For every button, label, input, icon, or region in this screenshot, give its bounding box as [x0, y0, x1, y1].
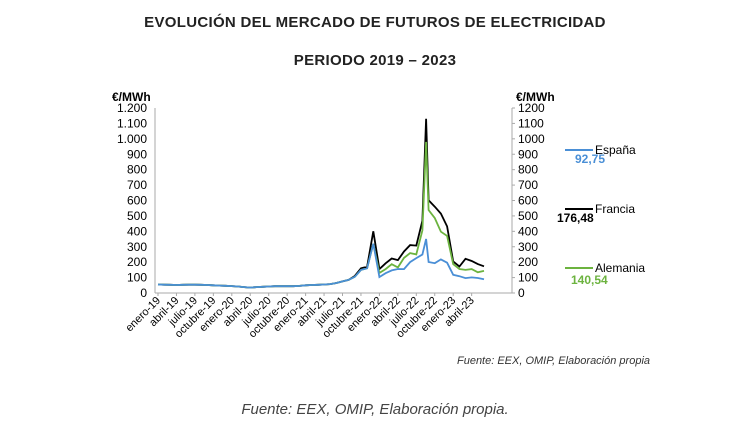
y-tick-label-left: 500	[127, 209, 147, 223]
y-tick-label-right: 1100	[518, 116, 544, 130]
chart-subtitle: PERIODO 2019 – 2023	[293, 52, 457, 69]
series-line-alemania	[157, 141, 485, 289]
legend-last-value-españa: 92,75	[575, 152, 605, 166]
legend-label-españa: España	[595, 143, 636, 157]
y-tick-label-right: 500	[518, 209, 538, 223]
figure-caption: Fuente: EEX, OMIP, Elaboración propia.	[241, 401, 509, 418]
y-tick-label-left: 800	[127, 163, 147, 177]
y-tick-label-left: 700	[127, 178, 147, 192]
legend-label-alemania: Alemania	[595, 261, 645, 275]
series-line-españa	[157, 238, 485, 289]
y-tick-label-right: 0	[518, 286, 525, 300]
y-tick-label-right: 200	[518, 255, 538, 269]
y-tick-label-right: 800	[518, 163, 538, 177]
legend-last-value-alemania: 140,54	[571, 273, 608, 287]
y-tick-label-left: 200	[127, 255, 147, 269]
y-tick-label-right: 700	[518, 178, 538, 192]
chart-title: EVOLUCIÓN DEL MERCADO DE FUTUROS DE ELEC…	[144, 14, 606, 31]
y-tick-label-left: 1.200	[117, 101, 147, 115]
y-axis-label-left: €/MWh	[112, 90, 151, 104]
y-tick-label-right: 600	[518, 194, 538, 208]
y-tick-label-left: 400	[127, 224, 147, 238]
y-tick-label-right: 900	[518, 147, 538, 161]
y-tick-label-right: 1000	[518, 132, 545, 146]
y-tick-label-left: 0	[140, 286, 147, 300]
y-tick-label-left: 100	[127, 271, 147, 285]
y-tick-label-right: 1200	[518, 101, 545, 115]
y-tick-label-right: 400	[518, 224, 538, 238]
y-tick-label-left: 1.000	[117, 132, 147, 146]
line-chart: €/MWh €/MWh Fuente: EEX, OMIP, Elaboraci…	[112, 90, 650, 367]
y-tick-label-right: 300	[518, 240, 538, 254]
y-axis-label-right: €/MWh	[516, 90, 555, 104]
y-tick-label-right: 100	[518, 271, 538, 285]
legend-last-value-francia: 176,48	[557, 211, 594, 225]
source-note: Fuente: EEX, OMIP, Elaboración propia	[457, 355, 650, 367]
y-tick-label-left: 600	[127, 194, 147, 208]
y-tick-label-left: 900	[127, 147, 147, 161]
legend-label-francia: Francia	[595, 202, 635, 216]
y-tick-label-left: 300	[127, 240, 147, 254]
y-tick-label-left: 1.100	[117, 116, 147, 130]
